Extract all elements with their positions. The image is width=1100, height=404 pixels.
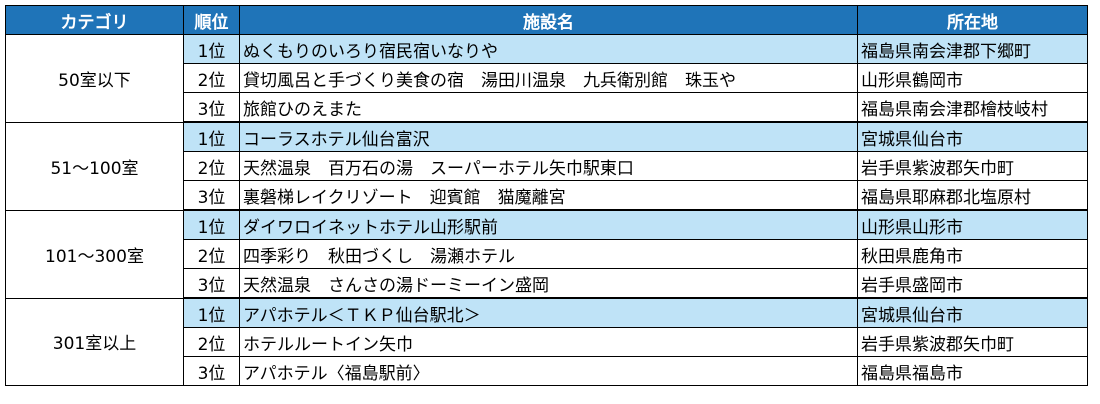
- category-cell: 301室以上: [5, 297, 184, 386]
- category-cell: 101～300室: [5, 209, 184, 299]
- rank-cell: 3位: [183, 268, 240, 299]
- facility-cell: 旅館ひのえまた: [239, 92, 858, 123]
- table-row: 3位 アパホテル〈福島駅前〉 福島県福島市: [6, 356, 1088, 386]
- rank-cell: 2位: [183, 151, 240, 181]
- location-cell: 福島県耶麻郡北塩原村: [857, 180, 1088, 211]
- header-category: カテゴリ: [5, 5, 184, 35]
- table-row: 2位 四季彩り 秋田づくし 湯瀬ホテル 秋田県鹿角市: [6, 239, 1088, 269]
- header-facility: 施設名: [239, 5, 858, 35]
- category-cell: 51～100室: [5, 121, 184, 211]
- rank-cell: 1位: [183, 34, 240, 64]
- table-row: 2位 貸切風呂と手づくり美食の宿 湯田川温泉 九兵衛別館 珠玉や 山形県鶴岡市: [6, 63, 1088, 93]
- location-cell: 福島県南会津郡下郷町: [857, 34, 1088, 64]
- facility-cell: 天然温泉 百万石の湯 スーパーホテル矢巾駅東口: [239, 151, 858, 181]
- rank-cell: 2位: [183, 239, 240, 269]
- ranking-table-container: カテゴリ 順位 施設名 所在地 50室以下 1位 ぬくもりのいろり宿民宿いなりや…: [5, 5, 1088, 386]
- facility-cell: アパホテル＜ＴＫＰ仙台駅北＞: [239, 297, 858, 328]
- location-cell: 岩手県紫波郡矢巾町: [857, 151, 1088, 181]
- table-row: 2位 天然温泉 百万石の湯 スーパーホテル矢巾駅東口 岩手県紫波郡矢巾町: [6, 151, 1088, 181]
- facility-cell: コーラスホテル仙台富沢: [239, 121, 858, 152]
- table-header-row: カテゴリ 順位 施設名 所在地: [5, 5, 1088, 35]
- location-cell: 岩手県紫波郡矢巾町: [857, 327, 1088, 357]
- facility-cell: ダイワロイネットホテル山形駅前: [239, 209, 858, 240]
- location-cell: 山形県山形市: [857, 209, 1088, 240]
- table-row: 3位 旅館ひのえまた 福島県南会津郡檜枝岐村: [6, 92, 1088, 123]
- location-cell: 宮城県仙台市: [857, 297, 1088, 328]
- table-row: 2位 ホテルルートイン矢巾 岩手県紫波郡矢巾町: [6, 327, 1088, 357]
- rank-cell: 3位: [183, 356, 240, 386]
- facility-cell: ぬくもりのいろり宿民宿いなりや: [239, 34, 858, 64]
- table-row: 301室以上 1位 アパホテル＜ＴＫＰ仙台駅北＞ 宮城県仙台市: [5, 297, 1088, 386]
- table-row: 50室以下 1位 ぬくもりのいろり宿民宿いなりや 福島県南会津郡下郷町: [5, 34, 1088, 123]
- rank-cell: 1位: [183, 121, 240, 152]
- rank-cell: 3位: [183, 180, 240, 211]
- category-cell: 50室以下: [5, 34, 184, 123]
- location-cell: 福島県南会津郡檜枝岐村: [857, 92, 1088, 123]
- ranking-table: カテゴリ 順位 施設名 所在地 50室以下 1位 ぬくもりのいろり宿民宿いなりや…: [5, 5, 1088, 386]
- facility-cell: アパホテル〈福島駅前〉: [239, 356, 858, 386]
- header-location: 所在地: [857, 5, 1088, 35]
- table-row: 3位 天然温泉 さんさの湯ドーミーイン盛岡 岩手県盛岡市: [6, 268, 1088, 299]
- facility-cell: ホテルルートイン矢巾: [239, 327, 858, 357]
- location-cell: 秋田県鹿角市: [857, 239, 1088, 269]
- facility-cell: 天然温泉 さんさの湯ドーミーイン盛岡: [239, 268, 858, 299]
- table-row: 51～100室 1位 コーラスホテル仙台富沢 宮城県仙台市: [5, 121, 1088, 211]
- table-row: 3位 裏磐梯レイクリゾート 迎賓館 猫魔離宮 福島県耶麻郡北塩原村: [6, 180, 1088, 211]
- table-row: 101～300室 1位 ダイワロイネットホテル山形駅前 山形県山形市: [5, 209, 1088, 299]
- facility-cell: 四季彩り 秋田づくし 湯瀬ホテル: [239, 239, 858, 269]
- rank-cell: 2位: [183, 327, 240, 357]
- rank-cell: 1位: [183, 209, 240, 240]
- facility-cell: 裏磐梯レイクリゾート 迎賓館 猫魔離宮: [239, 180, 858, 211]
- rank-cell: 2位: [183, 63, 240, 93]
- rank-cell: 1位: [183, 297, 240, 328]
- location-cell: 岩手県盛岡市: [857, 268, 1088, 299]
- location-cell: 山形県鶴岡市: [857, 63, 1088, 93]
- location-cell: 福島県福島市: [857, 356, 1088, 386]
- location-cell: 宮城県仙台市: [857, 121, 1088, 152]
- rank-cell: 3位: [183, 92, 240, 123]
- header-rank: 順位: [183, 5, 240, 35]
- facility-cell: 貸切風呂と手づくり美食の宿 湯田川温泉 九兵衛別館 珠玉や: [239, 63, 858, 93]
